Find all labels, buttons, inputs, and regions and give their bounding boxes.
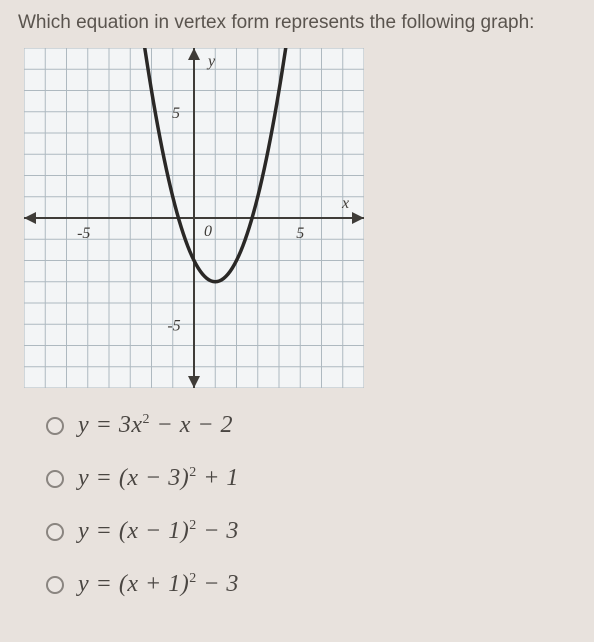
svg-text:x: x <box>341 195 349 212</box>
option-d[interactable]: y = (x + 1)2 − 3 <box>46 571 576 598</box>
svg-text:5: 5 <box>172 105 180 122</box>
option-b[interactable]: y = (x − 3)2 + 1 <box>46 465 576 492</box>
options-group: y = 3x2 − x − 2 y = (x − 3)2 + 1 y = (x … <box>46 412 576 598</box>
radio-icon <box>46 470 64 488</box>
coordinate-graph: -5 5 5 -5 0 y x <box>24 48 364 388</box>
svg-text:-5: -5 <box>77 225 90 242</box>
svg-text:-5: -5 <box>167 317 180 334</box>
radio-icon <box>46 523 64 541</box>
radio-icon <box>46 417 64 435</box>
question-text: Which equation in vertex form represents… <box>18 12 576 34</box>
svg-text:0: 0 <box>204 223 212 240</box>
option-c[interactable]: y = (x − 1)2 − 3 <box>46 518 576 545</box>
option-a[interactable]: y = 3x2 − x − 2 <box>46 412 576 439</box>
option-b-equation: y = (x − 3)2 + 1 <box>78 465 239 492</box>
option-c-equation: y = (x − 1)2 − 3 <box>78 518 239 545</box>
graph-panel: -5 5 5 -5 0 y x <box>24 48 364 388</box>
radio-icon <box>46 576 64 594</box>
option-d-equation: y = (x + 1)2 − 3 <box>78 571 239 598</box>
option-a-equation: y = 3x2 − x − 2 <box>78 412 233 439</box>
svg-text:y: y <box>206 53 216 70</box>
svg-text:5: 5 <box>296 225 304 242</box>
